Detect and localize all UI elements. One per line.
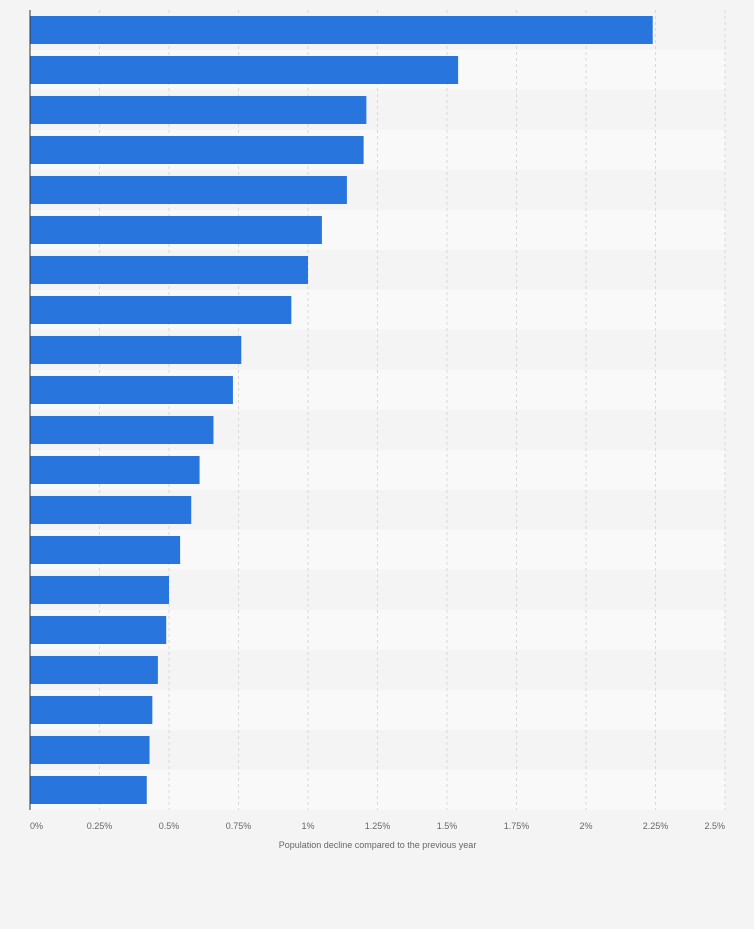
bar[interactable] [30,576,169,604]
x-tick-label: 0.5% [159,821,180,831]
x-tick-label: 1% [301,821,314,831]
bar[interactable] [30,296,292,324]
bar[interactable] [30,16,653,44]
x-tick-label: 2.5% [704,821,725,831]
bar[interactable] [30,256,308,284]
x-tick-label: 1.75% [504,821,530,831]
bar[interactable] [30,376,233,404]
x-tick-label: 0.75% [226,821,252,831]
x-tick-label: 0.25% [87,821,113,831]
bar[interactable] [30,696,153,724]
bar[interactable] [30,736,150,764]
bar[interactable] [30,496,192,524]
bar[interactable] [30,216,322,244]
bar[interactable] [30,616,167,644]
x-tick-labels: 0% 0.25% 0.5% 0.75% 1% 1.25% 1.5% 1.75% 2% 2.25% 2… [30,821,725,831]
bar[interactable] [30,536,181,564]
bar[interactable] [30,96,367,124]
x-tick-label: 1.5% [437,821,458,831]
bars [30,16,653,804]
x-tick-label: 0% [30,821,43,831]
bar[interactable] [30,456,200,484]
bar[interactable] [30,776,147,804]
bar[interactable] [30,656,158,684]
bar[interactable] [30,336,242,364]
bar[interactable] [30,136,364,164]
bar[interactable] [30,56,459,84]
bar[interactable] [30,176,347,204]
x-tick-label: 2% [579,821,592,831]
x-tick-label: 1.25% [365,821,391,831]
x-tick-label: 2.25% [643,821,669,831]
bar[interactable] [30,416,214,444]
x-axis-title: Population decline compared to the previ… [279,840,477,850]
